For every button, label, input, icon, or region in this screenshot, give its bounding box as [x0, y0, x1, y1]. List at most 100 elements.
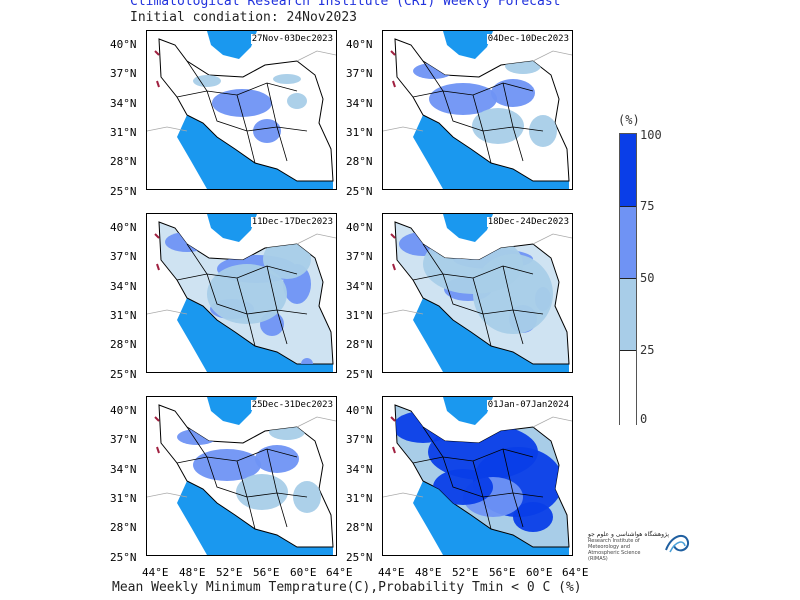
forecast-map-panel: 01Jan-07Jan2024 — [382, 396, 573, 556]
persian-gulf — [413, 481, 569, 555]
legend-band-75-100 — [620, 134, 636, 206]
longitude-tick-label: 52°E — [216, 566, 243, 579]
province-borders — [412, 243, 544, 347]
caspian-sea — [443, 214, 493, 242]
latitude-tick-label: 28°N — [110, 155, 137, 168]
institute-logo: پژوهشگاه هواشناسی و علوم جو Research Ins… — [588, 530, 693, 562]
longitude-tick-label: 56°E — [489, 566, 516, 579]
probability-area — [207, 264, 287, 324]
latitude-tick-label: 34°N — [110, 280, 137, 293]
initial-condition-label: Initial condiation: 24Nov2023 — [130, 10, 357, 25]
latitude-tick-label: 34°N — [110, 463, 137, 476]
latitude-tick-label: 34°N — [110, 97, 137, 110]
coastline-mark — [390, 233, 396, 271]
coastline-mark — [390, 50, 396, 88]
probability-area — [505, 58, 541, 74]
longitude-tick-label: 48°E — [179, 566, 206, 579]
forecast-map-panel: 27Nov-03Dec2023 — [146, 30, 337, 190]
iran-map — [147, 31, 336, 189]
forecast-week-label: 01Jan-07Jan2024 — [486, 400, 570, 410]
probability-area — [287, 93, 307, 109]
neighbor-border — [383, 233, 572, 315]
latitude-tick-label: 37°N — [346, 67, 373, 80]
caspian-sea — [443, 31, 493, 59]
forecast-week-label: 04Dec-10Dec2023 — [486, 34, 570, 44]
longitude-tick-label: 64°E — [562, 566, 589, 579]
probability-area — [253, 119, 281, 143]
map-title: Climatological Research Institute (CRI) … — [130, 0, 561, 9]
iran-map — [383, 397, 572, 555]
longitude-tick-label: 56°E — [253, 566, 280, 579]
forecast-week-label: 11Dec-17Dec2023 — [250, 217, 334, 227]
latitude-tick-label: 25°N — [346, 368, 373, 381]
persian-gulf — [413, 115, 569, 189]
caspian-sea — [207, 397, 257, 425]
longitude-tick-label: 44°E — [378, 566, 405, 579]
forecast-map-panel: 25Dec-31Dec2023 — [146, 396, 337, 556]
latitude-tick-label: 28°N — [346, 521, 373, 534]
latitude-tick-label: 25°N — [110, 368, 137, 381]
latitude-tick-label: 28°N — [346, 155, 373, 168]
legend-tick: 50 — [640, 271, 655, 285]
caspian-sea — [443, 397, 493, 425]
coastline-mark — [154, 50, 160, 88]
legend-tick: 75 — [640, 199, 655, 213]
map-caption: Mean Weekly Minimum Temprature(C),Probab… — [112, 580, 582, 595]
province-borders — [412, 60, 544, 164]
forecast-week-label: 27Nov-03Dec2023 — [250, 34, 334, 44]
legend-unit: (%) — [618, 113, 640, 127]
latitude-tick-label: 25°N — [346, 551, 373, 564]
caspian-sea — [207, 214, 257, 242]
latitude-tick-label: 40°N — [346, 221, 373, 234]
probability-area — [212, 89, 272, 117]
latitude-tick-label: 34°N — [346, 97, 373, 110]
neighbor-border — [147, 233, 336, 315]
legend-band-0-25 — [620, 350, 636, 425]
iran-map — [383, 214, 572, 372]
latitude-tick-label: 25°N — [346, 185, 373, 198]
forecast-map-panel: 18Dec-24Dec2023 — [382, 213, 573, 373]
probability-area — [513, 502, 553, 532]
longitude-tick-label: 64°E — [326, 566, 353, 579]
latitude-tick-label: 40°N — [110, 221, 137, 234]
latitude-tick-label: 28°N — [110, 338, 137, 351]
latitude-tick-label: 37°N — [110, 250, 137, 263]
probability-area — [193, 75, 221, 87]
probability-colorbar — [619, 133, 637, 425]
longitude-tick-label: 60°E — [526, 566, 553, 579]
legend-band-50-75 — [620, 206, 636, 279]
neighbor-border — [147, 416, 336, 498]
latitude-tick-label: 28°N — [110, 521, 137, 534]
longitude-tick-label: 44°E — [142, 566, 169, 579]
latitude-tick-label: 31°N — [110, 309, 137, 322]
coastline-mark — [154, 416, 160, 454]
latitude-tick-label: 25°N — [110, 185, 137, 198]
latitude-tick-label: 37°N — [346, 250, 373, 263]
province-borders — [412, 426, 544, 530]
latitude-tick-label: 31°N — [110, 492, 137, 505]
latitude-tick-label: 31°N — [346, 492, 373, 505]
legend-tick: 25 — [640, 343, 655, 357]
legend-band-25-50 — [620, 278, 636, 351]
latitude-tick-label: 37°N — [110, 433, 137, 446]
neighbor-border — [147, 50, 336, 132]
longitude-tick-label: 52°E — [452, 566, 479, 579]
latitude-tick-label: 40°N — [110, 404, 137, 417]
persian-gulf — [177, 298, 333, 372]
longitude-tick-label: 48°E — [415, 566, 442, 579]
latitude-tick-label: 34°N — [346, 463, 373, 476]
latitude-tick-label: 25°N — [110, 551, 137, 564]
latitude-tick-label: 31°N — [346, 126, 373, 139]
logo-text-en: Research Institute of Meteorology and At… — [588, 538, 641, 562]
latitude-tick-label: 28°N — [346, 338, 373, 351]
probability-area — [491, 79, 535, 107]
longitude-tick-label: 60°E — [290, 566, 317, 579]
coastline-mark — [154, 233, 160, 271]
persian-gulf — [177, 481, 333, 555]
probability-area — [263, 239, 311, 279]
latitude-tick-label: 40°N — [346, 404, 373, 417]
province-borders — [176, 60, 308, 164]
logo-text-fa: پژوهشگاه هواشناسی و علوم جو — [588, 531, 670, 538]
province-borders — [176, 243, 308, 347]
persian-gulf — [413, 298, 569, 372]
